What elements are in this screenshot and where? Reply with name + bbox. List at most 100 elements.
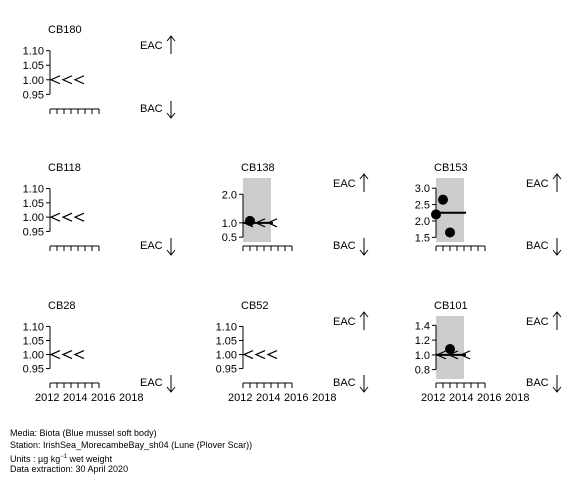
- y-tick-label: 1.0: [222, 218, 237, 230]
- lower-criterion-label: BAC: [526, 377, 549, 389]
- y-tick-label: 1.05: [23, 198, 44, 210]
- x-tick-label: 2016: [91, 392, 115, 404]
- contaminant-chart-grid: CB180 1.10 1.05 1.00 0.95 EAC BAC CB118 1.10 1.05…: [23, 24, 562, 404]
- lower-criterion-label: BAC: [526, 240, 549, 252]
- y-tick-label: 1.2: [415, 335, 430, 347]
- x-tick-label: 2016: [477, 392, 501, 404]
- y-tick-label: 1.10: [23, 46, 44, 58]
- y-tick-label: 0.95: [23, 226, 44, 238]
- less-than-marker: [61, 349, 73, 360]
- footer-station: Station: IrishSea_MorecambeBay_sh04 (Lun…: [10, 440, 253, 450]
- panel-cb101: CB101 1.4 1.2 1.0 0.8 2012 2014 2016 2018 EAC BAC: [415, 300, 562, 404]
- y-tick-label: 0.95: [23, 364, 44, 376]
- y-tick-label: 1.00: [23, 75, 44, 87]
- panel-cb118: CB118 1.10 1.05 1.00 0.95 EAC: [23, 162, 176, 256]
- down-arrow-icon: [552, 238, 562, 256]
- down-arrow-icon: [166, 375, 176, 393]
- less-than-marker: [49, 349, 61, 360]
- y-tick-label: 0.5: [222, 232, 237, 244]
- less-than-marker: [49, 212, 61, 222]
- y-tick-label: 2.5: [415, 200, 430, 212]
- x-tick-label: 2016: [284, 392, 308, 404]
- y-tick-label: 0.95: [216, 364, 237, 376]
- data-point: [445, 343, 455, 354]
- panel-title: CB118: [48, 162, 81, 174]
- lower-criterion-label: EAC: [140, 377, 163, 389]
- x-tick-label: 2012: [228, 392, 252, 404]
- y-tick-label: 1.0: [415, 350, 430, 362]
- x-tick-label: 2012: [35, 392, 59, 404]
- less-than-marker: [242, 349, 254, 360]
- panel-title: CB101: [434, 300, 468, 312]
- upper-criterion-label: EAC: [140, 40, 163, 52]
- y-tick-label: 1.05: [23, 335, 44, 347]
- y-tick-label: 1.5: [415, 232, 430, 244]
- footer-units: Units : µg kg−1 wet weight: [10, 452, 112, 465]
- panel-cb28: CB28 1.10 1.05 1.00 0.95 2012 2014 2016 2018 EAC: [23, 300, 176, 404]
- less-than-marker: [61, 212, 73, 222]
- less-than-marker: [254, 349, 266, 360]
- y-tick-label: 2.0: [222, 189, 237, 201]
- data-point: [438, 194, 448, 205]
- upper-criterion-label: EAC: [333, 316, 356, 328]
- less-than-marker: [49, 75, 61, 85]
- down-arrow-icon: [552, 375, 562, 393]
- y-tick-label: 1.05: [216, 335, 237, 347]
- panel-title: CB138: [241, 162, 275, 174]
- lower-criterion-label: EAC: [140, 240, 163, 252]
- data-point: [445, 227, 455, 238]
- units-exponent: −1: [60, 454, 68, 460]
- less-than-marker: [266, 349, 278, 360]
- footer-extraction: Data extraction: 30 April 2020: [10, 464, 129, 474]
- less-than-marker: [73, 212, 85, 222]
- upper-criterion-label: EAC: [333, 178, 356, 190]
- panel-title: CB52: [241, 300, 269, 312]
- y-tick-label: 1.10: [23, 321, 44, 333]
- y-tick-label: 0.8: [415, 365, 430, 377]
- lower-criterion-label: BAC: [140, 103, 163, 115]
- data-point: [431, 209, 441, 220]
- y-tick-label: 1.10: [216, 321, 237, 333]
- up-arrow-icon: [359, 173, 369, 192]
- y-tick-label: 1.00: [23, 350, 44, 362]
- up-arrow-icon: [166, 35, 176, 54]
- units-prefix: Units : µg kg: [10, 454, 61, 464]
- y-tick-label: 0.95: [23, 89, 44, 101]
- x-tick-label: 2014: [256, 392, 280, 404]
- x-tick-label: 2018: [505, 392, 529, 404]
- less-than-marker: [73, 75, 85, 85]
- less-than-marker: [73, 349, 85, 360]
- up-arrow-icon: [552, 173, 562, 192]
- x-tick-label: 2018: [312, 392, 336, 404]
- y-tick-label: 3.0: [415, 183, 430, 195]
- panel-title: CB180: [48, 24, 82, 36]
- x-tick-label: 2018: [119, 392, 143, 404]
- panel-cb180: CB180 1.10 1.05 1.00 0.95 EAC BAC: [23, 24, 176, 119]
- upper-criterion-label: EAC: [526, 316, 549, 328]
- units-suffix: wet weight: [67, 454, 113, 464]
- up-arrow-icon: [359, 311, 369, 330]
- panel-cb52: CB52 1.10 1.05 1.00 0.95 2012 2014 2016 2018 EAC B…: [216, 300, 369, 404]
- footer-media: Media: Biota (Blue mussel soft body): [10, 428, 157, 438]
- down-arrow-icon: [359, 375, 369, 393]
- down-arrow-icon: [359, 238, 369, 256]
- down-arrow-icon: [166, 238, 176, 256]
- y-tick-label: 2.0: [415, 216, 430, 228]
- lower-criterion-label: BAC: [333, 240, 356, 252]
- upper-criterion-label: EAC: [526, 178, 549, 190]
- less-than-marker: [61, 75, 73, 85]
- x-tick-label: 2014: [449, 392, 473, 404]
- data-range-band: [243, 178, 271, 242]
- y-tick-label: 1.10: [23, 184, 44, 196]
- panel-title: CB28: [48, 300, 76, 312]
- up-arrow-icon: [552, 311, 562, 330]
- y-tick-label: 1.00: [216, 350, 237, 362]
- down-arrow-icon: [166, 101, 176, 119]
- y-tick-label: 1.4: [415, 320, 430, 332]
- x-tick-label: 2012: [421, 392, 445, 404]
- y-tick-label: 1.05: [23, 60, 44, 72]
- panel-title: CB153: [434, 162, 468, 174]
- panel-cb153: CB153 3.0 2.5 2.0 1.5 EAC BAC: [415, 162, 562, 256]
- panel-cb138: CB138 2.0 1.0 0.5 EAC BAC: [222, 162, 369, 256]
- lower-criterion-label: BAC: [333, 377, 356, 389]
